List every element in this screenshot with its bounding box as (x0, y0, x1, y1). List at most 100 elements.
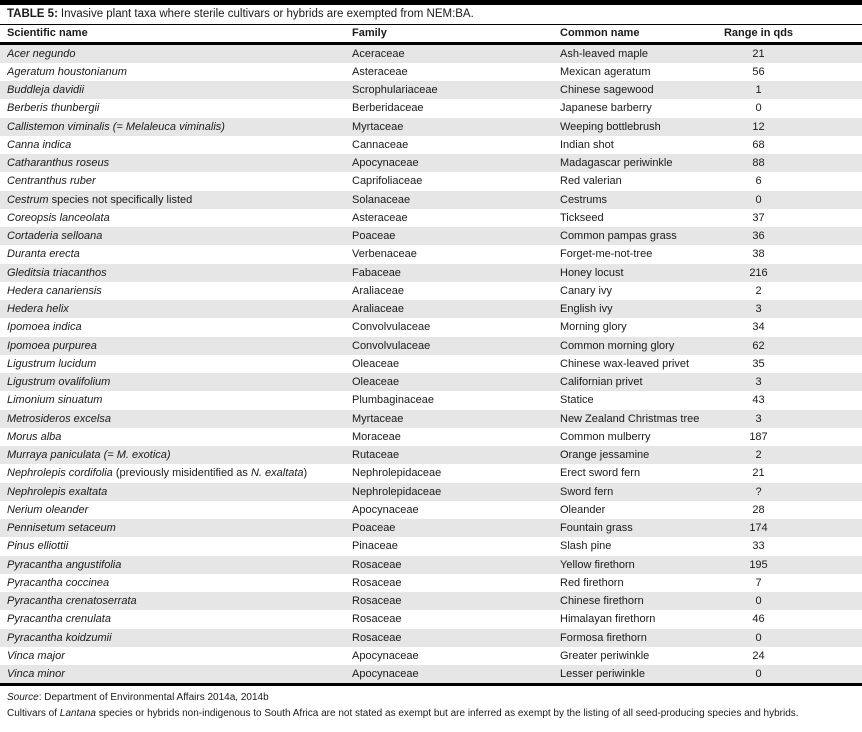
family-cell: Rosaceae (352, 576, 402, 589)
scientific-name-cell: Hedera helix (7, 303, 69, 315)
scientific-name-cell: Vinca minor (7, 668, 65, 680)
scientific-name-cell: Pennisetum setaceum (7, 522, 116, 534)
scientific-name-cell: Catharanthus roseus (7, 157, 110, 169)
table-row: Pyracantha coccinea Rosaceae Red firethorn… (0, 574, 862, 592)
scientific-name-cell: Pinus elliottii (7, 540, 69, 553)
common-name-cell: Japanese barberry (560, 102, 652, 115)
common-name-cell: Chinese firethorn (560, 595, 644, 607)
common-name-cell: Red valerian (560, 175, 622, 188)
family-cell: Araliaceae (352, 284, 404, 297)
table-row: Nephrolepis cordifolia (previously misid… (0, 464, 862, 482)
scientific-name-cell: Ligustrum ovalifolium (7, 376, 111, 388)
range-cell: 36 (752, 230, 765, 242)
common-name-cell: Weeping bottlebrush (560, 120, 661, 133)
scientific-name-cell: Centranthus ruber (7, 175, 96, 188)
common-name-cell: Statice (560, 394, 594, 407)
range-cell: 0 (755, 102, 762, 115)
family-cell: Convolvulaceae (352, 339, 431, 352)
table-bottom-border (0, 683, 862, 687)
table-row: Ipomoea indica Convolvulaceae Morning glor… (0, 318, 862, 336)
common-name-cell: Yellow firethorn (560, 558, 635, 571)
family-cell: Rutaceae (352, 449, 400, 461)
range-cell: 195 (749, 558, 768, 571)
family-cell: Plumbaginaceae (352, 394, 434, 407)
header-rule (0, 42, 862, 45)
family-cell: Scrophulariaceae (352, 84, 438, 96)
family-cell: Poaceae (352, 522, 396, 534)
family-cell: Apocynaceae (352, 668, 419, 680)
family-cell: Oleaceae (352, 376, 400, 388)
range-cell: 216 (749, 266, 768, 279)
common-name-cell: Forget-me-not-tree (560, 248, 653, 261)
table-row: Pyracantha angustifolia Rosaceae Yellow fi… (0, 555, 862, 574)
caption-rule (0, 23, 862, 25)
scientific-name-cell: Metrosideros excelsa (7, 412, 111, 425)
table-row: Nerium oleander Apocynaceae Oleander 28 (0, 501, 862, 519)
scientific-name-cell: Berberis thunbergii (7, 102, 100, 115)
scientific-name-cell: Nerium oleander (7, 503, 89, 516)
table-body: Acer negundo Aceraceae Ash-leaved maple 21 A… (0, 44, 862, 684)
table-row: Limonium sinuatum Plumbaginaceae Statice 43 (0, 391, 862, 409)
table-row: Berberis thunbergii Berberidaceae Japanese… (0, 99, 862, 117)
table-row: Ageratum houstonianum Asteraceae Mexican a… (0, 63, 862, 81)
common-name-cell: Greater periwinkle (560, 649, 650, 662)
common-name-cell: Canary ivy (560, 284, 612, 297)
common-name-cell: New Zealand Christmas tree (560, 412, 700, 425)
table-row: Pyracantha crenulata Rosaceae Himalayan fi… (0, 610, 862, 628)
range-cell: 0 (755, 668, 762, 680)
table-row: Metrosideros excelsa Myrtaceae New Zealand… (0, 409, 862, 428)
table-footnotes: Source: Department of Environmental Affa… (0, 690, 862, 721)
common-name-cell: Orange jessamine (560, 449, 650, 461)
family-cell: Rosaceae (352, 558, 402, 571)
scientific-name-cell: Callistemon viminalis (= Melaleuca vimin… (7, 120, 225, 133)
range-cell: 46 (752, 613, 765, 626)
range-cell: 3 (755, 376, 762, 388)
common-name-cell: Fountain grass (560, 522, 633, 534)
common-name-cell: Indian shot (560, 138, 614, 151)
range-cell: 7 (755, 576, 762, 589)
table-row: Coreopsis lanceolata Asteraceae Tickseed 37 (0, 209, 862, 227)
scientific-name-cell: Ligustrum lucidum (7, 357, 97, 370)
scientific-name-cell: Gleditsia triacanthos (7, 266, 107, 279)
range-cell: 174 (749, 522, 768, 534)
range-cell: 21 (752, 467, 765, 480)
family-cell: Caprifoliaceae (352, 175, 423, 188)
range-cell: 35 (752, 357, 765, 370)
range-cell: ? (755, 485, 762, 498)
table-caption-text: Invasive plant taxa where sterile cultiv… (60, 7, 474, 20)
common-name-cell: Morning glory (560, 321, 627, 334)
scientific-name-cell: Murraya paniculata (= M. exotica) (7, 449, 171, 461)
table-row: Hedera helix Araliaceae English ivy 3 (0, 300, 862, 319)
common-name-cell: Sword fern (560, 485, 614, 498)
common-name-cell: Erect sword fern (560, 467, 641, 480)
table-row: Murraya paniculata (= M. exotica) Rutacea… (0, 446, 862, 465)
table-row: Ipomoea purpurea Convolvulaceae Common mor… (0, 336, 862, 355)
scientific-name-cell: Morus alba (7, 430, 62, 443)
range-cell: 68 (752, 138, 765, 151)
family-cell: Rosaceae (352, 631, 402, 644)
family-cell: Solanaceae (352, 193, 411, 206)
scientific-name-cell: Hedera canariensis (7, 284, 102, 297)
range-cell: 43 (752, 394, 765, 407)
range-cell: 2 (755, 449, 762, 461)
family-cell: Nephrolepidaceae (352, 467, 442, 480)
column-header-common-name: Common name (560, 27, 640, 39)
range-cell: 21 (752, 47, 765, 60)
common-name-cell: Cestrums (560, 193, 608, 206)
table-row: Morus alba Moraceae Common mulberry 187 (0, 428, 862, 446)
scientific-name-cell: Pyracantha coccinea (7, 576, 110, 589)
table-row: Cortaderia selloana Poaceae Common pampas … (0, 227, 862, 246)
scientific-name-cell: Pyracantha koidzumii (7, 631, 112, 644)
cultivar-note: Cultivars of Lantana species or hybrids … (7, 707, 799, 719)
family-cell: Araliaceae (352, 303, 404, 315)
table-row: Callistemon viminalis (= Melaleuca vimin… (0, 117, 862, 136)
common-name-cell: Lesser periwinkle (560, 668, 645, 680)
family-cell: Cannaceae (352, 138, 409, 151)
family-cell: Apocynaceae (352, 649, 419, 662)
column-header-scientific-name: Scientific name (7, 27, 88, 39)
range-cell: 33 (752, 540, 765, 553)
family-cell: Fabaceae (352, 266, 401, 279)
range-cell: 28 (752, 503, 765, 516)
family-cell: Asteraceae (352, 211, 408, 224)
family-cell: Aceraceae (352, 47, 405, 60)
